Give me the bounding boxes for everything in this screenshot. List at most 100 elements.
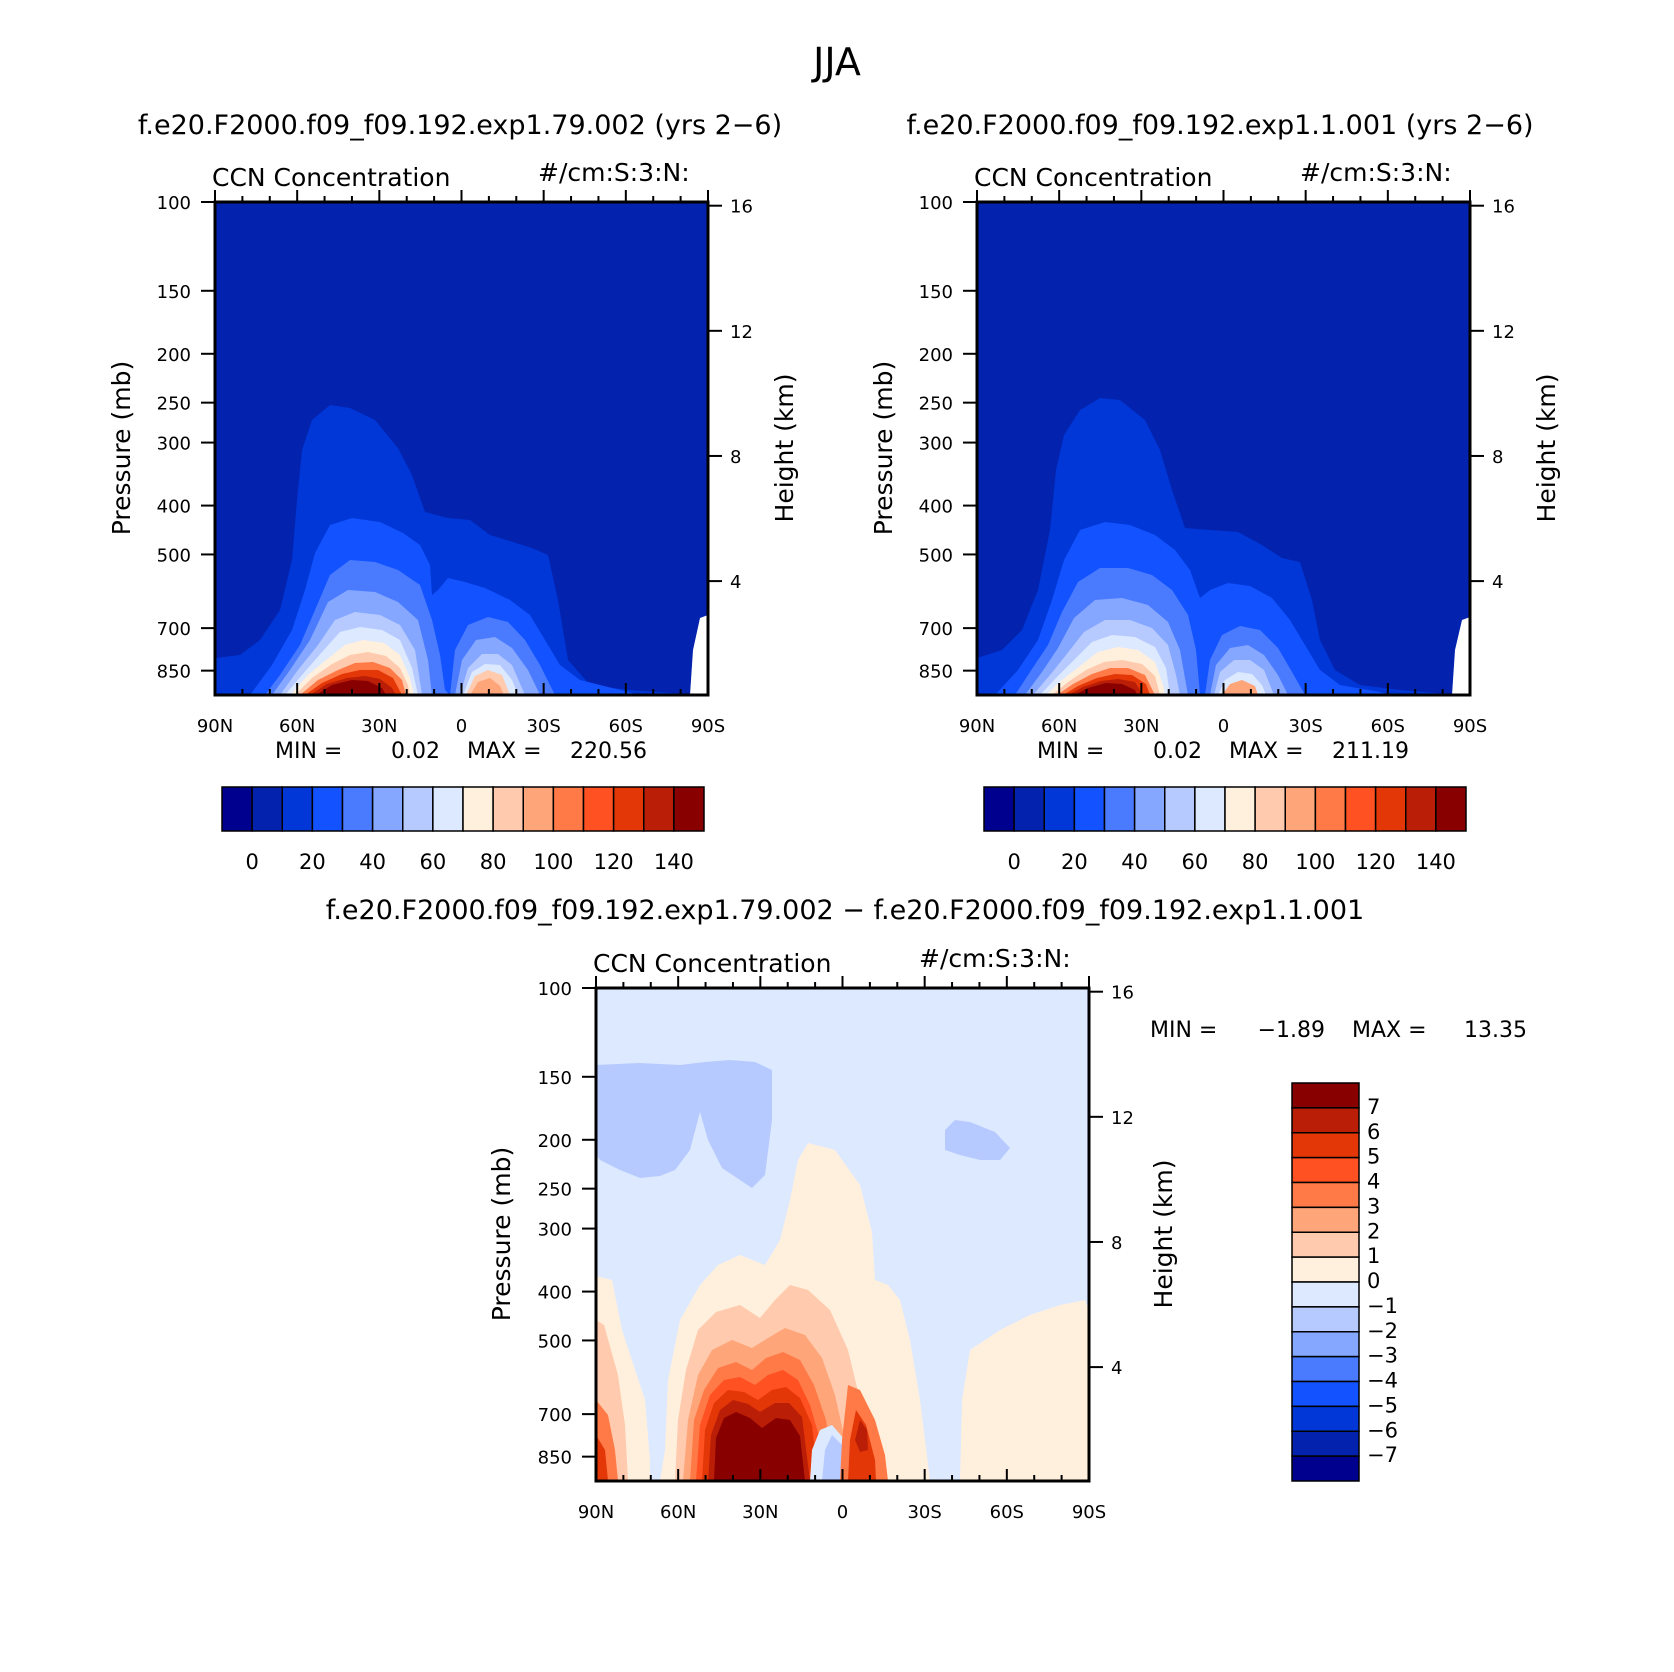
panel-3-max-value: 13.35 xyxy=(1464,1018,1527,1043)
colorbar-label: 20 xyxy=(1061,850,1088,874)
height-ticklabel: 4 xyxy=(730,572,741,593)
colorbar-box xyxy=(402,786,434,832)
colorbar-label: 7 xyxy=(1367,1095,1380,1119)
panel-1-variable: CCN Concentration xyxy=(212,163,450,192)
panel-1-units: #/cm:S:3:N: xyxy=(538,158,690,187)
panel-2-ticks xyxy=(963,190,1484,695)
colorbar-box xyxy=(1291,1107,1360,1134)
colorbar-box xyxy=(552,786,585,832)
pressure-ticklabel: 250 xyxy=(157,394,191,415)
panel-3-ylabel-right: Height (km) xyxy=(1149,1160,1178,1309)
colorbar-box xyxy=(1164,786,1196,832)
panel-3-ylabel: Pressure (mb) xyxy=(487,1147,516,1321)
colorbar-label: 40 xyxy=(359,850,386,874)
pressure-ticklabel: 150 xyxy=(538,1068,572,1089)
colorbar-box xyxy=(1291,1306,1360,1333)
panel-3-min-value: −1.89 xyxy=(1258,1018,1325,1043)
colorbar-label: 6 xyxy=(1367,1120,1380,1144)
colorbar-box xyxy=(1344,786,1377,832)
pressure-ticklabel: 200 xyxy=(919,345,953,366)
pressure-ticklabel: 400 xyxy=(157,497,191,518)
colorbar-box xyxy=(1314,786,1347,832)
pressure-ticklabel: 150 xyxy=(157,282,191,303)
lat-ticklabel: 90S xyxy=(1072,1502,1106,1523)
panel-1-ylabel-right: Height (km) xyxy=(770,374,799,523)
panel-2-min-value: 0.02 xyxy=(1153,739,1202,764)
pressure-ticklabel: 400 xyxy=(919,497,953,518)
height-ticklabel: 16 xyxy=(730,197,753,218)
panel-2-variable: CCN Concentration xyxy=(974,163,1212,192)
height-ticklabel: 16 xyxy=(1492,197,1515,218)
lat-ticklabel: 60N xyxy=(660,1502,696,1523)
colorbar-label: 120 xyxy=(1356,850,1396,874)
colorbar-box xyxy=(1043,786,1076,832)
pressure-ticklabel: 150 xyxy=(919,282,953,303)
height-ticklabel: 12 xyxy=(1111,1108,1134,1129)
colorbar-box xyxy=(1291,1281,1360,1308)
colorbar-box xyxy=(492,786,524,832)
pressure-ticklabel: 250 xyxy=(919,394,953,415)
panel-3-case-title: f.e20.F2000.f09_f09.192.exp1.79.002 − f.… xyxy=(326,895,1364,926)
colorbar-box xyxy=(1435,786,1467,832)
panel-1-colorbar: 0 20 40 60 80 100 120 140 xyxy=(221,786,705,874)
height-ticklabel: 8 xyxy=(730,447,741,468)
pressure-ticklabel: 100 xyxy=(157,193,191,214)
colorbar-box xyxy=(1291,1231,1360,1258)
colorbar-label: 4 xyxy=(1367,1170,1380,1194)
lat-ticklabel: 30S xyxy=(526,716,560,737)
pressure-ticklabel: 300 xyxy=(538,1220,572,1241)
colorbar-box xyxy=(1291,1181,1360,1209)
height-ticklabel: 8 xyxy=(1492,447,1503,468)
colorbar-box xyxy=(1254,786,1286,832)
colorbar-label: 60 xyxy=(420,850,447,874)
panel-3-variable: CCN Concentration xyxy=(593,949,831,978)
colorbar-box xyxy=(643,786,675,832)
lat-ticklabel: 30S xyxy=(907,1502,941,1523)
colorbar-box xyxy=(1133,786,1166,832)
lat-ticklabel: 30N xyxy=(1123,716,1159,737)
colorbar-box xyxy=(1224,786,1256,832)
lat-ticklabel: 60N xyxy=(1041,716,1077,737)
panel-3-ticks xyxy=(582,976,1103,1481)
pressure-ticklabel: 100 xyxy=(919,193,953,214)
panel-1-max-value: 220.56 xyxy=(570,739,647,764)
height-ticklabel: 4 xyxy=(1492,572,1503,593)
colorbar-label: 40 xyxy=(1121,850,1148,874)
colorbar-box xyxy=(1405,786,1437,832)
pressure-ticklabel: 200 xyxy=(157,345,191,366)
colorbar-label: −3 xyxy=(1367,1344,1398,1368)
lat-ticklabel: 60S xyxy=(990,1502,1024,1523)
panel-3-max-label: MAX = xyxy=(1352,1018,1427,1043)
lat-ticklabel: 30N xyxy=(742,1502,778,1523)
lat-ticklabel: 30N xyxy=(361,716,397,737)
panel-1-contour-field xyxy=(215,202,708,695)
colorbar-box xyxy=(983,786,1015,832)
panel-1-max-label: MAX = xyxy=(467,739,542,764)
lat-ticklabel: 90N xyxy=(959,716,995,737)
panel-1-height-ticklabels: 16 12 8 4 xyxy=(730,197,753,593)
colorbar-label: 80 xyxy=(1242,850,1269,874)
height-ticklabel: 12 xyxy=(730,322,753,343)
colorbar-label: −1 xyxy=(1367,1294,1398,1318)
pressure-ticklabel: 700 xyxy=(157,619,191,640)
panel-3-lat-ticklabels: 90N 60N 30N 0 30S 60S 90S xyxy=(578,1502,1106,1523)
lat-ticklabel: 60S xyxy=(1371,716,1405,737)
colorbar-label: 0 xyxy=(245,850,258,874)
panel-3-pressure-ticklabels: 100 150 200 250 300 400 500 700 850 xyxy=(538,979,572,1469)
colorbar-box xyxy=(1291,1355,1360,1383)
colorbar-label: 80 xyxy=(480,850,507,874)
colorbar-box xyxy=(1013,786,1045,832)
colorbar-box xyxy=(462,786,494,832)
panel-1-ylabel: Pressure (mb) xyxy=(107,361,136,535)
colorbar-label: −6 xyxy=(1367,1418,1398,1442)
lat-ticklabel: 0 xyxy=(837,1502,848,1523)
pressure-ticklabel: 100 xyxy=(538,979,572,1000)
colorbar-label: −4 xyxy=(1367,1369,1398,1393)
colorbar-box xyxy=(251,786,283,832)
pressure-ticklabel: 300 xyxy=(157,434,191,455)
colorbar-box xyxy=(341,786,374,832)
colorbar-box xyxy=(281,786,314,832)
colorbar-label: 100 xyxy=(533,850,573,874)
panel-2-units: #/cm:S:3:N: xyxy=(1300,158,1452,187)
